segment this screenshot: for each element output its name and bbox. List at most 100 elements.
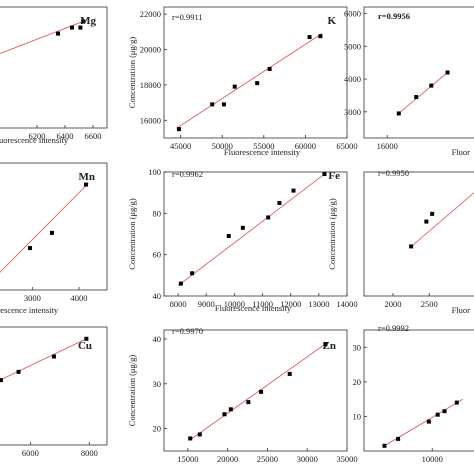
y-tick-label: 6000 [344,9,361,19]
x-tick-label: 10000 [422,454,443,464]
data-point [232,84,237,89]
data-point [414,95,419,100]
fit-line [176,33,323,129]
data-point [307,35,312,40]
x-tick-label: 30000 [297,454,318,464]
plot-frame [0,6,108,129]
data-point [0,378,3,383]
panel-2: 45000 50000 55000 60000 65000 16000 18000 20000… [127,6,358,157]
x-axis-label: Fluor [452,305,471,315]
y-axis-label: Concentration (μg/g) [127,198,137,270]
x-tick-label: 50000 [212,141,233,151]
data-point [240,225,245,230]
y-tick-label: 18000 [140,80,161,90]
data-point [430,211,435,216]
x-tick-label: 20000 [217,454,238,464]
panel-1: 6200 6400 6600 Mg Fluorescence intensity [0,6,108,145]
x-tick-label: 6600 [85,131,102,141]
y-tick-label: 20000 [140,44,161,54]
plot-frame [0,162,108,291]
data-point [277,201,282,205]
correlation-label: r=0.9911 [172,12,203,22]
x-tick-label: 3000 [24,293,41,303]
data-point [246,400,251,405]
y-tick-label: 60 [153,250,162,260]
element-label: Cu [78,340,92,352]
data-point [429,83,434,88]
plot-frame [163,6,348,139]
y-tick-label: 20 [153,424,162,434]
data-point [255,81,260,86]
y-tick-label: 40 [153,334,162,344]
data-point [176,127,181,132]
panel-6: 2000 2500 r=0.9950 Fluor Concentration (μg/g… [327,168,474,315]
data-point [78,25,83,30]
element-label: Mg [80,15,96,27]
x-tick-label: 16000 [377,141,398,151]
panel-4: 3000 4000 Mn Fluorescence intensity [0,162,108,315]
data-point [318,34,323,39]
plot-frame [363,6,474,139]
correlation-label: r=0.9962 [172,169,203,179]
fit-line [0,183,89,273]
data-point [51,354,56,359]
x-tick-label: 60000 [295,141,316,151]
x-tick-label: 6400 [57,131,74,141]
y-tick-label: 10 [353,411,362,421]
x-axis-label: Fluorescence intensity [224,147,301,157]
data-point [267,66,272,71]
x-tick-label: 9000 [198,299,215,309]
data-point [424,219,429,224]
element-label: K [327,15,336,27]
x-tick-label: 12000 [280,299,301,309]
data-point [396,436,401,441]
correlation-label: r=0.9956 [378,11,410,21]
y-axis-label: Concentration (μg/g) [127,37,137,109]
data-point [454,400,459,405]
data-point [426,419,431,424]
element-label: Fe [328,170,340,182]
x-axis-label: Fluorescence intensity [0,305,59,315]
fit-line [398,71,449,114]
x-tick-label: 4000 [71,293,88,303]
x-axis-label: Fluorescence intensity [0,135,69,145]
y-tick-label: 3000 [344,107,361,117]
x-tick-label: 25000 [257,454,278,464]
data-point [445,70,450,75]
y-axis-label: Concentration (μg/g) [327,198,337,270]
data-point [188,436,193,441]
panel-8: 15000 20000 25000 30000 35000 20 30 40 Zn r=0.997… [127,326,358,464]
data-point [222,412,227,417]
y-tick-label: 5000 [344,41,361,51]
data-point [49,230,54,235]
data-point [442,409,447,414]
data-point [84,182,88,187]
x-tick-label: 8000 [81,448,98,458]
data-point [28,246,32,251]
element-label: Mn [79,171,96,183]
x-tick-label: 6000 [22,448,39,458]
y-tick-label: 100 [148,167,161,177]
data-point [409,244,414,249]
panel-3: 16000 3000 4000 5000 6000 r=0.9956 Fluor [344,6,474,157]
data-point [84,336,89,341]
x-tick-label: 6200 [29,131,46,141]
data-point [178,281,183,286]
fit-line [177,173,325,287]
data-point [16,369,21,374]
plot-frame [363,329,474,452]
x-tick-label: 2000 [385,299,402,309]
data-point [382,443,387,448]
correlation-label: r=0.9992 [378,323,409,333]
plot-frame [363,171,474,297]
data-point [266,215,271,220]
y-tick-label: 22000 [140,9,161,19]
x-tick-label: 35000 [336,454,357,464]
element-label: Zn [323,340,336,352]
fit-line [189,343,326,441]
y-tick-label: 16000 [140,115,161,125]
correlation-label: r=0.9970 [172,326,203,336]
data-point [291,188,296,193]
x-tick-label: 13000 [308,299,329,309]
